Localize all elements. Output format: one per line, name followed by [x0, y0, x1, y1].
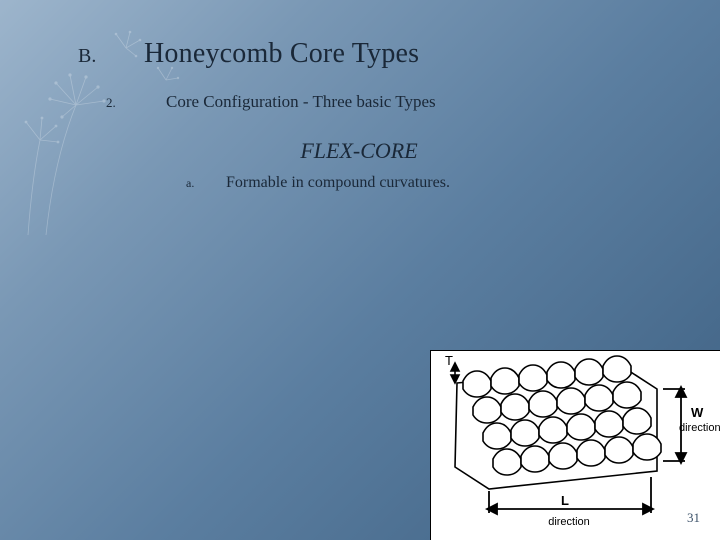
heading-row: B. Honeycomb Core Types — [78, 38, 680, 70]
heading-marker: B. — [78, 45, 144, 68]
detail-text: Formable in compound curvatures. — [226, 174, 450, 192]
diagram-label-l-dir: direction — [548, 516, 590, 528]
diagram-label-l: L — [561, 493, 569, 508]
page-number: 31 — [687, 510, 700, 526]
heading-title: Honeycomb Core Types — [144, 38, 419, 70]
flex-core-diagram: T W direction L direction — [430, 350, 720, 540]
detail-row: a. Formable in compound curvatures. — [186, 174, 680, 192]
subheading-text: Core Configuration - Three basic Types — [166, 92, 436, 112]
diagram-label-t: T — [445, 353, 453, 368]
flex-core-title: FLEX-CORE — [38, 138, 680, 164]
detail-marker: a. — [186, 176, 226, 191]
subheading-row: 2. Core Configuration - Three basic Type… — [106, 92, 680, 112]
subheading-marker: 2. — [106, 95, 166, 111]
diagram-label-w-dir: direction — [679, 422, 720, 434]
slide-content: B. Honeycomb Core Types 2. Core Configur… — [78, 38, 680, 192]
diagram-label-w: W — [691, 405, 704, 420]
